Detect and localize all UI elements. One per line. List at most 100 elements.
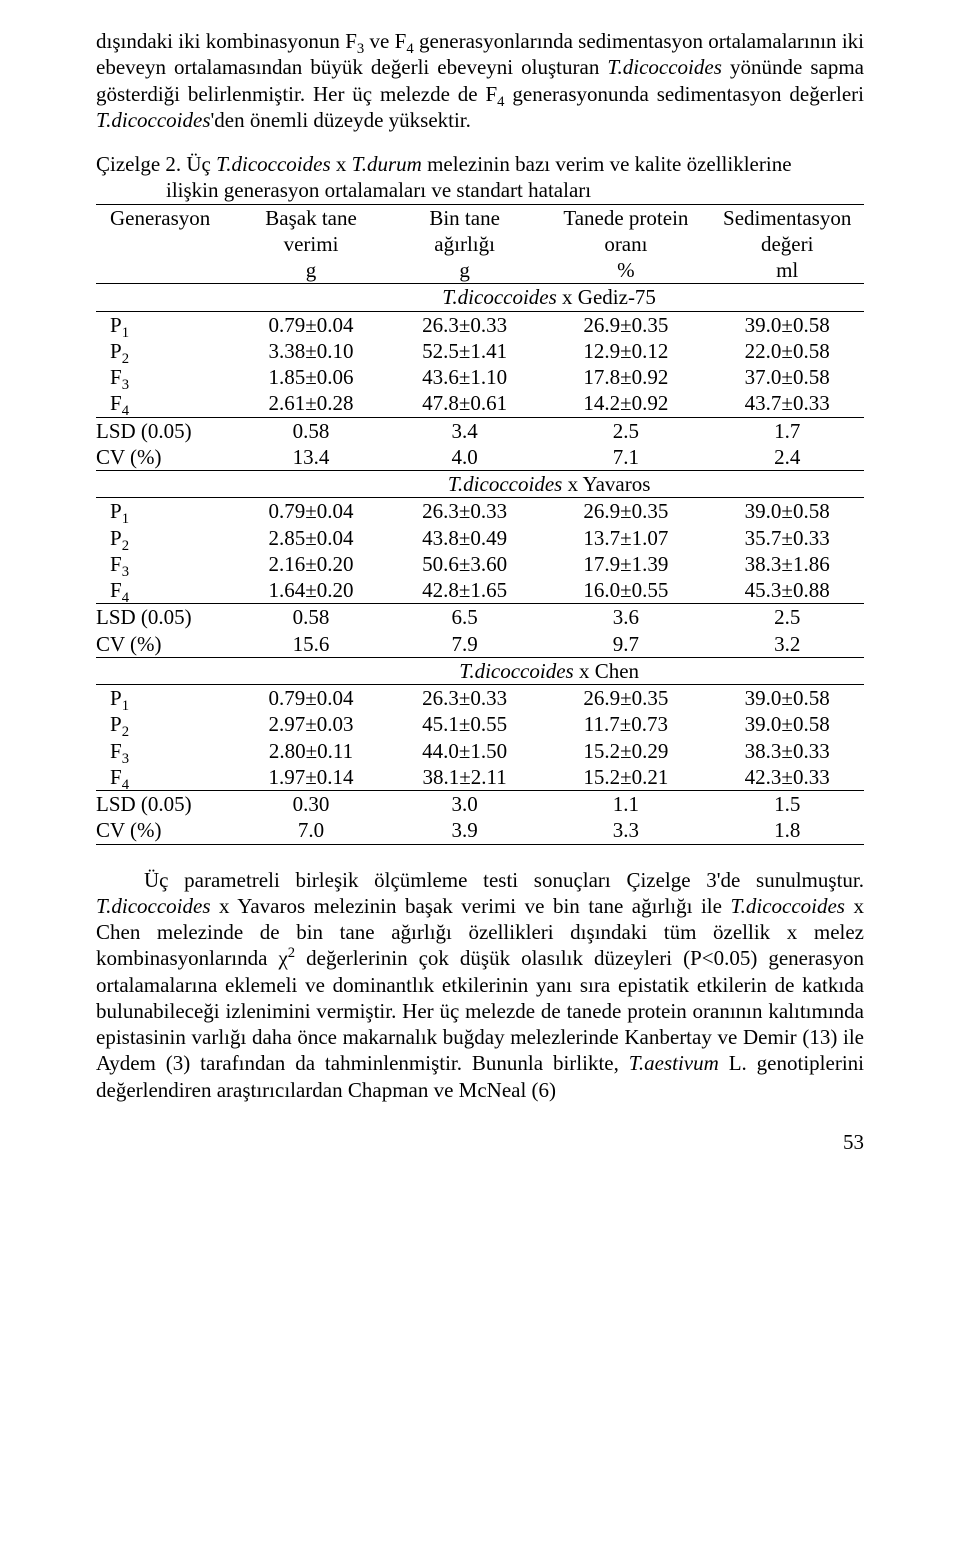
table-row xyxy=(96,657,234,684)
col-header: Başak tane xyxy=(234,204,388,231)
table-cell: 4.0 xyxy=(388,444,542,471)
text: generasyonunda sedimentasyon değerleri xyxy=(505,82,864,106)
table-cell: 7.0 xyxy=(234,817,388,844)
section-title: T.dicoccoides x Gediz-75 xyxy=(234,284,864,311)
generation-label: F3 xyxy=(96,364,234,390)
table-cell: 1.85±0.06 xyxy=(234,364,388,390)
col-header: Tanede protein xyxy=(541,204,710,231)
stat-label: LSD (0.05) xyxy=(96,791,234,818)
table-cell: 50.6±3.60 xyxy=(388,551,542,577)
table-cell: 38.3±1.86 xyxy=(710,551,864,577)
generation-label: P1 xyxy=(96,685,234,712)
species-name: T.dicoccoides xyxy=(730,894,845,918)
table-cell: 11.7±0.73 xyxy=(541,711,710,737)
generation-label: F3 xyxy=(96,551,234,577)
table-cell: 45.1±0.55 xyxy=(388,711,542,737)
generation-label: F3 xyxy=(96,738,234,764)
table-cell: 16.0±0.55 xyxy=(541,577,710,604)
stat-label: LSD (0.05) xyxy=(96,417,234,444)
table-cell: 3.38±0.10 xyxy=(234,338,388,364)
col-subheader: verimi xyxy=(234,231,388,257)
table-cell: 0.79±0.04 xyxy=(234,311,388,338)
table-cell: 1.97±0.14 xyxy=(234,764,388,791)
generation-label: F4 xyxy=(96,764,234,791)
table-cell: 44.0±1.50 xyxy=(388,738,542,764)
table-cell: 37.0±0.58 xyxy=(710,364,864,390)
table-cell: 3.6 xyxy=(541,604,710,631)
section-title: T.dicoccoides x Chen xyxy=(234,657,864,684)
species-name: T.dicoccoides xyxy=(96,108,211,132)
table-cell: 2.80±0.11 xyxy=(234,738,388,764)
subscript: 4 xyxy=(497,94,504,110)
data-table: Generasyon Başak tane Bin tane Tanede pr… xyxy=(96,204,864,845)
generation-label: P2 xyxy=(96,711,234,737)
col-subheader: değeri xyxy=(710,231,864,257)
table-row xyxy=(96,284,234,311)
species-name: T.durum xyxy=(352,152,422,176)
species-name: T.dicoccoides xyxy=(96,894,211,918)
text: ve F xyxy=(364,29,406,53)
table-cell: 38.1±2.11 xyxy=(388,764,542,791)
table-row xyxy=(96,471,234,498)
table-cell: 15.2±0.29 xyxy=(541,738,710,764)
col-header: Sedimentasyon xyxy=(710,204,864,231)
table-cell: 43.7±0.33 xyxy=(710,390,864,417)
section-title: T.dicoccoides x Yavaros xyxy=(234,471,864,498)
stat-label: LSD (0.05) xyxy=(96,604,234,631)
table-cell: 2.5 xyxy=(710,604,864,631)
table-cell: 14.2±0.92 xyxy=(541,390,710,417)
table-cell: 17.8±0.92 xyxy=(541,364,710,390)
table-cell: 3.4 xyxy=(388,417,542,444)
table-cell: 39.0±0.58 xyxy=(710,685,864,712)
paragraph-1: dışındaki iki kombinasyonun F3 ve F4 gen… xyxy=(96,28,864,133)
col-unit: ml xyxy=(710,257,864,284)
stat-label: CV (%) xyxy=(96,631,234,658)
table-cell: 2.16±0.20 xyxy=(234,551,388,577)
col-subheader: oranı xyxy=(541,231,710,257)
table-cell: 26.3±0.33 xyxy=(388,311,542,338)
table-cell: 47.8±0.61 xyxy=(388,390,542,417)
table-cell: 26.3±0.33 xyxy=(388,685,542,712)
text: dışındaki iki kombinasyonun F xyxy=(96,29,357,53)
table-cell: 7.1 xyxy=(541,444,710,471)
table-cell: 3.9 xyxy=(388,817,542,844)
table-cell: 1.7 xyxy=(710,417,864,444)
table-cell: 2.61±0.28 xyxy=(234,390,388,417)
table-cell: 2.5 xyxy=(541,417,710,444)
table-cell: 39.0±0.58 xyxy=(710,311,864,338)
col-header: Bin tane xyxy=(388,204,542,231)
stat-label: CV (%) xyxy=(96,444,234,471)
table-cell: 38.3±0.33 xyxy=(710,738,864,764)
table-cell: 22.0±0.58 xyxy=(710,338,864,364)
col-subheader: ağırlığı xyxy=(388,231,542,257)
table-cell: 17.9±1.39 xyxy=(541,551,710,577)
paragraph-2: Üç parametreli birleşik ölçümleme testi … xyxy=(96,867,864,1103)
species-name: T.dicoccoides xyxy=(607,55,722,79)
table-cell: 15.6 xyxy=(234,631,388,658)
table-cell: 3.2 xyxy=(710,631,864,658)
generation-label: F4 xyxy=(96,390,234,417)
table-cell: 0.79±0.04 xyxy=(234,685,388,712)
table-cell: 42.8±1.65 xyxy=(388,577,542,604)
table-cell: 43.6±1.10 xyxy=(388,364,542,390)
generation-label: P1 xyxy=(96,498,234,525)
caption-text: Çizelge 2. Üç xyxy=(96,152,216,176)
table-cell: 52.5±1.41 xyxy=(388,338,542,364)
table-cell: 26.9±0.35 xyxy=(541,498,710,525)
species-name: T.aestivum xyxy=(629,1051,719,1075)
table-cell: 0.58 xyxy=(234,604,388,631)
table-cell: 3.0 xyxy=(388,791,542,818)
table-caption: Çizelge 2. Üç T.dicoccoides x T.durum me… xyxy=(96,151,864,204)
table-cell: 0.79±0.04 xyxy=(234,498,388,525)
table-cell: 1.64±0.20 xyxy=(234,577,388,604)
table-cell: 1.5 xyxy=(710,791,864,818)
table-cell: 2.4 xyxy=(710,444,864,471)
table-cell: 39.0±0.58 xyxy=(710,498,864,525)
table-cell: 2.97±0.03 xyxy=(234,711,388,737)
table-cell: 42.3±0.33 xyxy=(710,764,864,791)
text: 'den önemli düzeyde yüksektir. xyxy=(211,108,471,132)
table-cell: 45.3±0.88 xyxy=(710,577,864,604)
table-cell: 3.3 xyxy=(541,817,710,844)
table-cell: 43.8±0.49 xyxy=(388,525,542,551)
table-cell: 7.9 xyxy=(388,631,542,658)
